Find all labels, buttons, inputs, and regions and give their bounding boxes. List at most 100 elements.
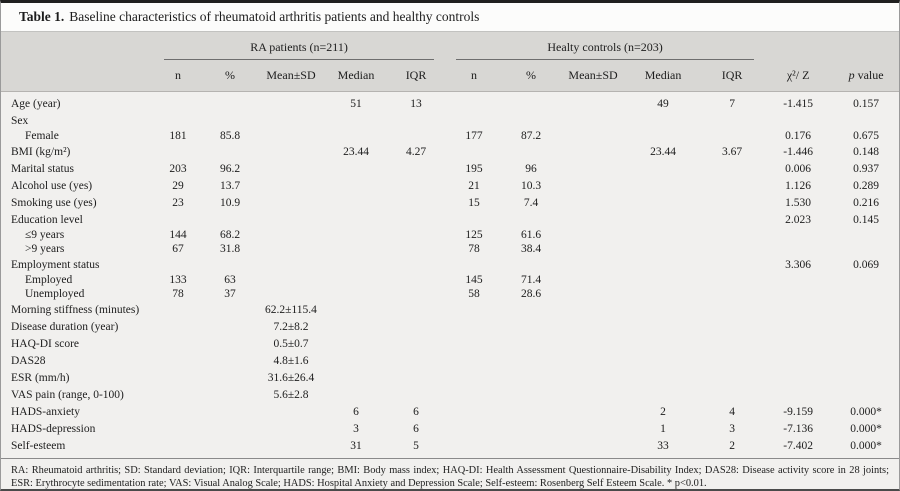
cell-hc_median: 33 <box>657 440 669 452</box>
cell-ra_iqr <box>387 336 445 353</box>
table-row: Education level 2.023 0.145 <box>1 212 899 229</box>
cell-hc_n: 177 <box>465 130 483 142</box>
cell-hc_iqr <box>699 370 765 387</box>
table-row: Female 181 85.8 177 87.2 0.176 0.675 <box>1 130 899 144</box>
cell-ra_meansd <box>257 212 325 229</box>
cell-hc_meansd <box>559 195 627 212</box>
cell-ra_n: 144 <box>169 229 187 241</box>
cell-p_value <box>831 243 899 257</box>
row-label: ≤9 years <box>25 229 65 241</box>
cell-p_value <box>831 274 899 288</box>
cell-ra_meansd <box>257 195 325 212</box>
cell-hc_pct <box>503 336 559 353</box>
table-row: Sex <box>1 113 899 130</box>
row-label: Morning stiffness (minutes) <box>11 304 140 316</box>
cell-hc_median: 49 <box>657 98 669 110</box>
cell-ra_meansd: 31.6±26.4 <box>267 372 315 384</box>
header-hc-pct: % <box>503 61 560 92</box>
cell-ra_n <box>153 404 203 421</box>
cell-chi2_z <box>765 274 831 288</box>
row-label: HADS-depression <box>11 423 96 435</box>
cell-hc_median <box>627 257 699 274</box>
table-row: Disease duration (year) 7.2±8.2 <box>1 319 899 336</box>
cell-ra_pct: 37 <box>224 288 236 300</box>
cell-p_value <box>831 336 899 353</box>
cell-ra_iqr <box>387 130 445 144</box>
cell-chi2_z <box>765 243 831 257</box>
table-row: BMI (kg/m²) 23.44 4.27 23.44 3.67 -1.446 0.148 <box>1 144 899 161</box>
cell-ra_n <box>153 319 203 336</box>
cell-hc_pct: 96 <box>525 163 537 175</box>
cell-hc_median <box>627 130 699 144</box>
cell-hc_median <box>627 353 699 370</box>
cell-ra_iqr <box>387 370 445 387</box>
cell-hc_n <box>445 302 503 319</box>
cell-ra_pct <box>203 353 257 370</box>
cell-hc_pct <box>503 353 559 370</box>
cell-ra_pct <box>203 92 257 114</box>
cell-hc_pct: 71.4 <box>520 274 542 286</box>
cell-hc_meansd <box>559 404 627 421</box>
cell-ra_meansd: 0.5±0.7 <box>273 338 309 350</box>
cell-hc_median <box>627 161 699 178</box>
cell-hc_iqr <box>699 288 765 302</box>
cell-ra_n <box>153 353 203 370</box>
cell-hc_n: 78 <box>468 243 480 255</box>
cell-hc_meansd <box>559 212 627 229</box>
cell-hc_pct: 87.2 <box>520 130 542 142</box>
header-ra-group-label: RA patients (n=211) <box>164 40 435 60</box>
cell-ra_median <box>325 288 387 302</box>
cell-ra_pct <box>203 144 257 161</box>
cell-ra_pct <box>203 336 257 353</box>
cell-hc_pct: 38.4 <box>520 243 542 255</box>
table-row: Unemployed 78 37 58 28.6 <box>1 288 899 302</box>
cell-chi2_z: 2.023 <box>785 214 812 226</box>
cell-hc_n: 58 <box>468 288 480 300</box>
cell-p_value: 0.289 <box>853 180 880 192</box>
cell-chi2_z: 1.530 <box>785 197 812 209</box>
cell-ra_meansd: 62.2±115.4 <box>265 304 317 316</box>
cell-hc_pct <box>503 302 559 319</box>
cell-ra_n: 29 <box>172 180 184 192</box>
cell-p_value: 0.000* <box>850 423 882 435</box>
row-label: Sex <box>11 115 29 127</box>
cell-hc_pct <box>503 113 559 130</box>
cell-hc_pct <box>503 438 559 458</box>
cell-hc_iqr <box>699 336 765 353</box>
cell-hc_pct <box>503 421 559 438</box>
cell-p_value <box>831 353 899 370</box>
header-ra-group: RA patients (n=211) <box>153 32 445 61</box>
cell-hc_pct <box>503 370 559 387</box>
cell-chi2_z: -7.136 <box>783 423 813 435</box>
cell-hc_meansd <box>559 92 627 114</box>
header-p-value-rest: value <box>854 67 884 82</box>
cell-ra_pct: 85.8 <box>219 130 241 142</box>
cell-hc_median <box>627 243 699 257</box>
cell-hc_iqr <box>699 161 765 178</box>
cell-hc_n <box>445 387 503 404</box>
table-row: Morning stiffness (minutes) 62.2±115.4 <box>1 302 899 319</box>
table-title-text: Baseline characteristics of rheumatoid a… <box>69 9 480 24</box>
cell-hc_n: 15 <box>468 197 480 209</box>
cell-ra_iqr: 13 <box>410 98 422 110</box>
cell-hc_iqr <box>699 178 765 195</box>
cell-hc_meansd <box>559 113 627 130</box>
cell-ra_pct <box>203 438 257 458</box>
cell-hc_meansd <box>559 288 627 302</box>
cell-hc_pct: 10.3 <box>520 180 542 192</box>
cell-hc_meansd <box>559 257 627 274</box>
row-label: Disease duration (year) <box>11 321 119 333</box>
cell-hc_n <box>445 257 503 274</box>
cell-hc_median <box>627 302 699 319</box>
cell-chi2_z <box>765 353 831 370</box>
cell-chi2_z <box>765 319 831 336</box>
cell-ra_meansd <box>257 144 325 161</box>
cell-hc_meansd <box>559 370 627 387</box>
cell-p_value: 0.000* <box>850 406 882 418</box>
cell-hc_median: 23.44 <box>650 146 676 158</box>
cell-hc_meansd <box>559 243 627 257</box>
cell-ra_median: 6 <box>353 406 359 418</box>
header-hc-meansd: Mean±SD <box>559 61 628 92</box>
cell-hc_meansd <box>559 353 627 370</box>
